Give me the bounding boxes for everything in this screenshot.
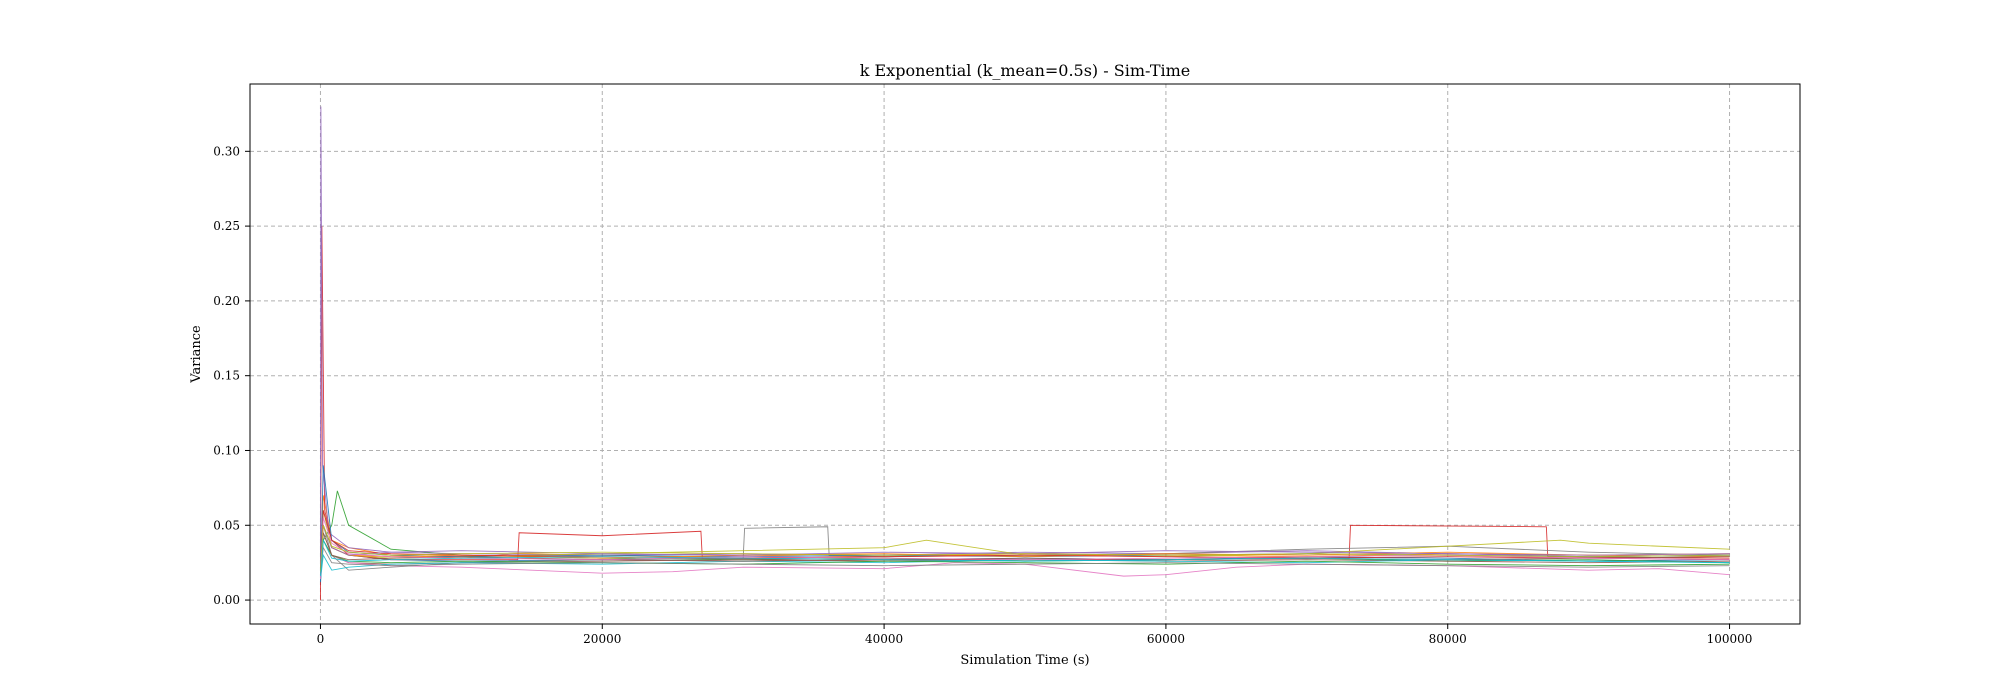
series-line — [320, 525, 1730, 578]
y-tick-label: 0.15 — [213, 369, 240, 383]
plot-frame — [249, 83, 1801, 625]
x-tick-label: 100000 — [1707, 632, 1753, 646]
series-line — [320, 517, 1730, 580]
chart-title: k Exponential (k_mean=0.5s) - Sim-Time — [860, 61, 1191, 80]
y-tick-label: 0.30 — [213, 144, 240, 158]
series-line — [320, 525, 1730, 572]
y-axis: 0.00 0.05 0.10 0.15 0.20 0.25 0.30 — [213, 144, 250, 607]
y-tick-label: 0.25 — [213, 219, 240, 233]
y-tick-label: 0.00 — [213, 593, 240, 607]
series-lines — [320, 106, 1730, 601]
x-axis-label: Simulation Time (s) — [960, 653, 1089, 668]
y-tick-label: 0.05 — [213, 518, 240, 532]
y-tick-label: 0.20 — [213, 294, 240, 308]
x-tick-label: 80000 — [1429, 632, 1467, 646]
x-tick-label: 0 — [317, 632, 325, 646]
x-tick-label: 40000 — [865, 632, 903, 646]
x-tick-label: 60000 — [1147, 632, 1185, 646]
grid-lines — [250, 84, 1800, 624]
y-tick-label: 0.10 — [213, 443, 240, 457]
series-line — [320, 538, 1730, 577]
y-axis-label: Variance — [189, 325, 204, 384]
x-axis: 0 20000 40000 60000 80000 100000 — [317, 624, 1753, 646]
series-line — [320, 546, 1730, 575]
x-tick-label: 20000 — [583, 632, 621, 646]
